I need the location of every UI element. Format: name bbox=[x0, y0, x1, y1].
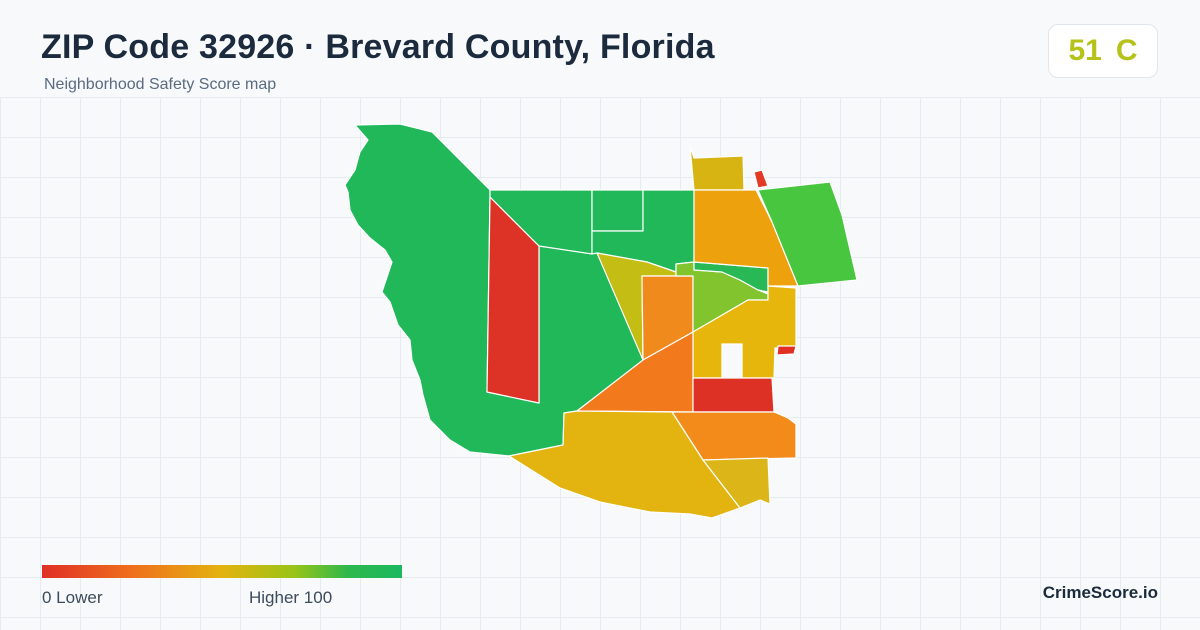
map-region-red-right[interactable] bbox=[776, 345, 797, 356]
brand-logo-text: CrimeScore.io bbox=[1042, 583, 1158, 602]
map-region-yellow-se[interactable] bbox=[702, 457, 771, 509]
legend-low-label: 0 Lower bbox=[42, 588, 103, 607]
map-region-yellow-south[interactable] bbox=[508, 410, 741, 519]
map-region-yellow-top[interactable] bbox=[689, 145, 745, 191]
map-region-green-ne[interactable] bbox=[757, 181, 858, 287]
header: ZIP Code 32926 · Brevard County, Florida… bbox=[0, 0, 1200, 97]
legend-high-label: Higher 100 bbox=[249, 588, 333, 607]
page-title: ZIP Code 32926 · Brevard County, Florida bbox=[41, 28, 715, 66]
score-value: 51 bbox=[1068, 34, 1102, 67]
map-region-orange-ne[interactable] bbox=[693, 189, 799, 287]
page-subtitle: Neighborhood Safety Score map bbox=[44, 76, 277, 93]
map-region-north-b[interactable] bbox=[591, 189, 644, 232]
map-region-north-a[interactable] bbox=[489, 189, 593, 255]
score-grade: C bbox=[1115, 34, 1138, 67]
safety-score-badge: 51 C bbox=[1048, 24, 1158, 78]
legend-color-scale bbox=[42, 565, 402, 578]
map-region-red-se[interactable] bbox=[692, 377, 775, 413]
map-region-red-top[interactable] bbox=[753, 169, 769, 189]
map-region-yellow-mid[interactable] bbox=[692, 285, 797, 379]
